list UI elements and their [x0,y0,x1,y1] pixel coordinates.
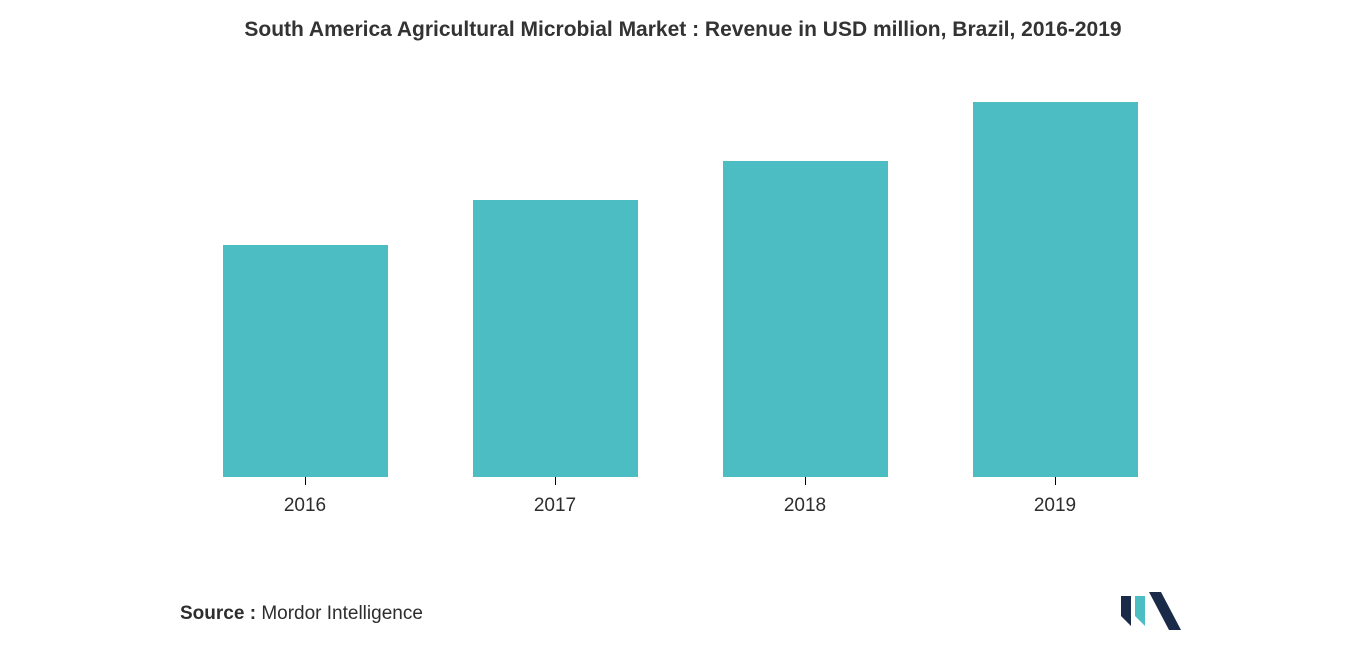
source-label: Source : [180,603,256,624]
axis-tick [1055,477,1056,485]
x-label: 2018 [680,495,930,517]
bar-2016 [223,245,388,477]
bar-2017 [473,200,638,477]
x-label: 2016 [180,495,430,517]
bar-2018 [723,161,888,477]
axis-tick [305,477,306,485]
bar-2019 [973,102,1138,477]
source-attribution: Source : Mordor Intelligence [180,603,423,625]
bar-group [430,200,680,485]
bar-group [680,161,930,485]
axis-tick [555,477,556,485]
chart-title: South America Agricultural Microbial Mar… [0,18,1366,42]
mordor-logo-icon [1121,592,1181,635]
x-axis-labels: 2016 2017 2018 2019 [180,495,1180,517]
bars-container [180,90,1180,485]
x-label: 2019 [930,495,1180,517]
chart-plot-area [180,90,1180,485]
source-value: Mordor Intelligence [261,603,423,624]
axis-tick [805,477,806,485]
bar-group [930,102,1180,485]
bar-group [180,245,430,485]
x-label: 2017 [430,495,680,517]
